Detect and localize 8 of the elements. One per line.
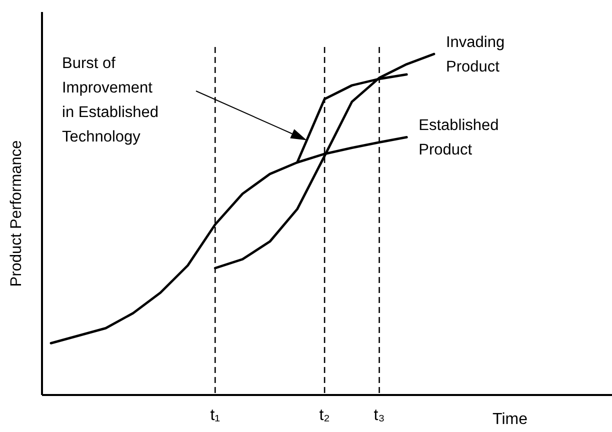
x-tick-label: t₁ (210, 407, 220, 424)
x-axis-title: Time (492, 411, 528, 428)
series-label: Established Product (418, 117, 499, 159)
annotation: Burst of Improvement in Established Technology (62, 55, 159, 146)
x-tick-label: t₃ (374, 407, 385, 424)
x-tick-label: t₂ (319, 407, 330, 424)
y-axis-title: Product Performance (8, 140, 25, 287)
series-label: Invading Product (446, 34, 505, 76)
